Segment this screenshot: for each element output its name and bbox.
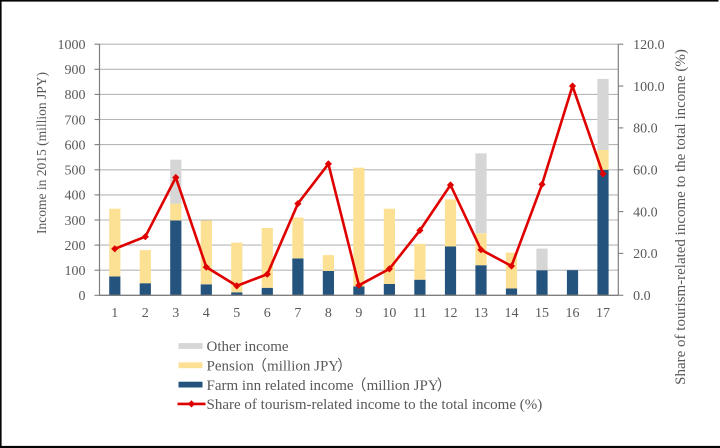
svg-text:12: 12 [444,306,458,321]
svg-text:6: 6 [264,306,271,321]
svg-text:Share of tourism-related incom: Share of tourism-related income to the t… [673,49,689,385]
svg-text:40.0: 40.0 [633,205,658,220]
svg-text:2: 2 [142,306,149,321]
svg-text:300: 300 [65,214,86,229]
svg-text:200: 200 [65,239,86,254]
svg-text:500: 500 [65,164,86,179]
svg-text:15: 15 [535,306,549,321]
svg-text:5: 5 [233,306,240,321]
svg-text:120.0: 120.0 [633,38,665,53]
svg-text:1000: 1000 [58,38,86,53]
svg-text:Other income: Other income [207,339,289,355]
svg-text:7: 7 [294,306,301,321]
svg-text:Pension（million JPY）: Pension（million JPY） [207,358,353,375]
svg-text:4: 4 [203,306,210,321]
svg-text:20.0: 20.0 [633,247,658,262]
svg-text:9: 9 [355,306,362,321]
svg-text:0: 0 [79,289,86,304]
svg-text:17: 17 [596,306,610,321]
svg-text:600: 600 [65,138,86,153]
svg-text:80.0: 80.0 [633,122,658,137]
svg-text:0.0: 0.0 [633,289,651,304]
svg-text:3: 3 [172,306,179,321]
svg-text:1: 1 [111,306,118,321]
svg-text:400: 400 [65,189,86,204]
svg-text:8: 8 [325,306,332,321]
svg-text:100: 100 [65,264,86,279]
svg-text:900: 900 [65,63,86,78]
svg-text:13: 13 [474,306,488,321]
svg-text:700: 700 [65,113,86,128]
svg-text:Share of tourism-related incom: Share of tourism-related income to the t… [207,397,543,413]
svg-text:16: 16 [566,306,580,321]
svg-text:10: 10 [382,306,396,321]
svg-text:Farm inn related income（millio: Farm inn related income（million JPY） [207,377,452,394]
svg-text:14: 14 [505,306,519,321]
svg-text:11: 11 [413,306,426,321]
svg-text:Income in 2015 (million JPY): Income in 2015 (million JPY) [34,72,49,234]
svg-text:100.0: 100.0 [633,80,665,95]
svg-text:60.0: 60.0 [633,164,658,179]
svg-text:800: 800 [65,88,86,103]
